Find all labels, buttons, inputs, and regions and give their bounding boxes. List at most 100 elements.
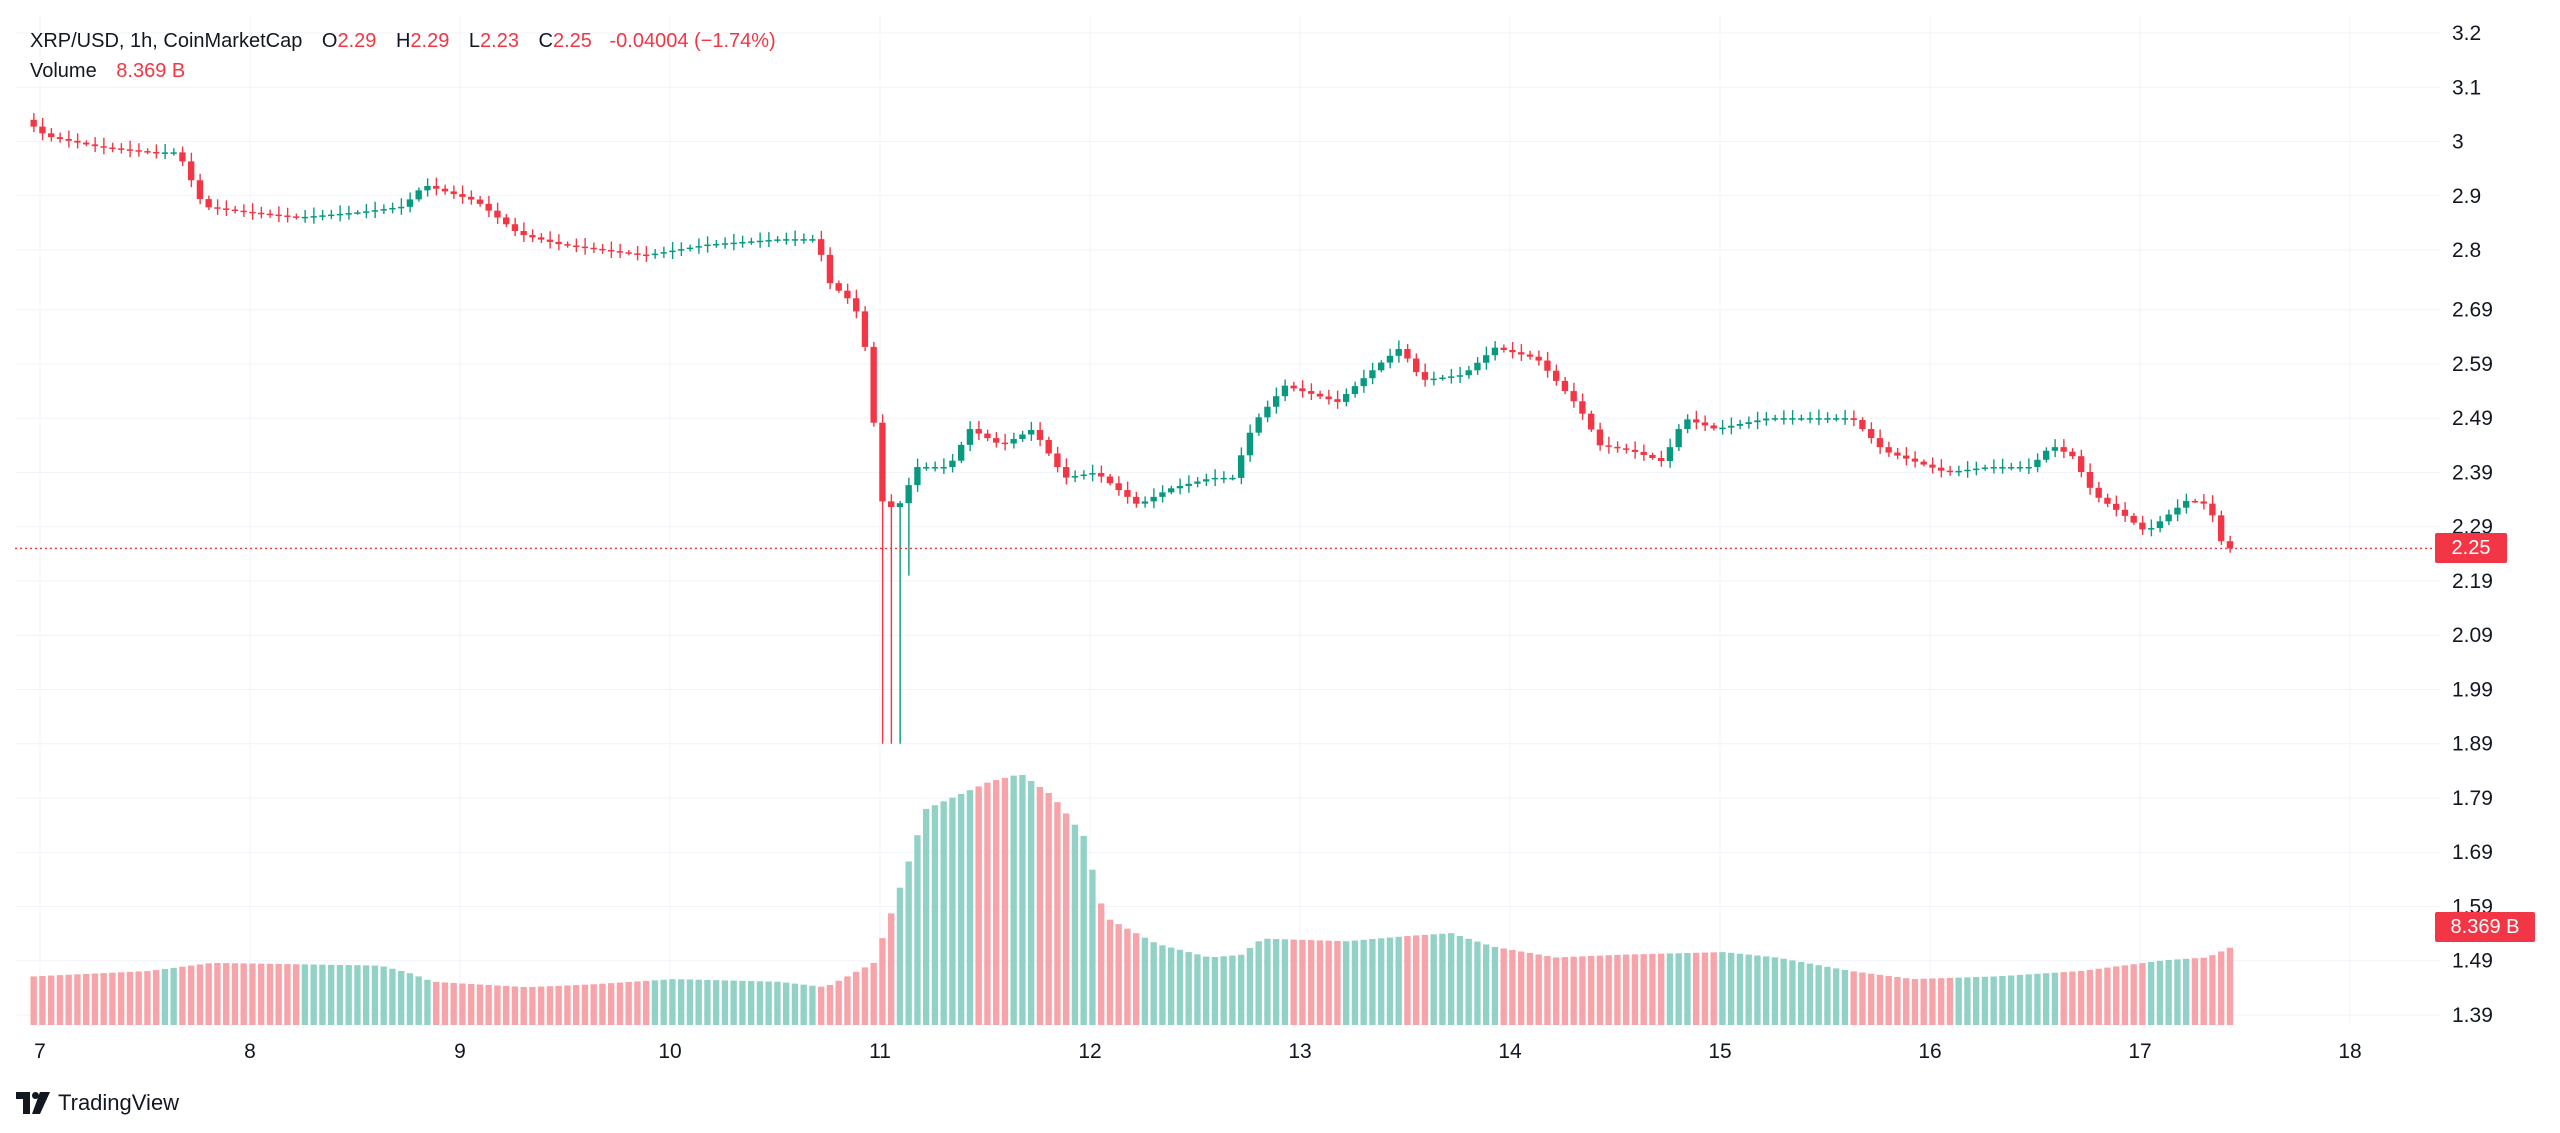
volume-bar bbox=[1710, 952, 1717, 1025]
candle-body bbox=[188, 161, 195, 181]
volume-bar bbox=[2121, 965, 2129, 1025]
candle-body bbox=[1833, 418, 1840, 420]
volume-bar bbox=[713, 980, 720, 1025]
candle-body bbox=[678, 249, 685, 251]
candle-body bbox=[1666, 447, 1674, 462]
x-tick-label: 18 bbox=[2338, 1040, 2361, 1063]
candle-body bbox=[1106, 476, 1114, 484]
y-tick-label: 3.1 bbox=[2452, 76, 2481, 99]
volume-bar bbox=[1378, 938, 1385, 1025]
volume-bar bbox=[494, 985, 501, 1025]
volume-bar bbox=[756, 981, 764, 1025]
candle-body bbox=[1894, 452, 1901, 456]
y-tick-label: 3.2 bbox=[2452, 22, 2481, 45]
candle-body bbox=[1859, 420, 1866, 430]
volume-bar bbox=[1028, 781, 1035, 1025]
volume-bar bbox=[2078, 970, 2085, 1025]
candle-body bbox=[861, 311, 869, 347]
volume-bar bbox=[1535, 954, 1542, 1025]
x-tick-label: 7 bbox=[34, 1040, 46, 1063]
volume-bar bbox=[1605, 955, 1612, 1025]
volume-bar bbox=[1780, 958, 1787, 1025]
candle-body bbox=[1360, 378, 1367, 387]
volume-bar bbox=[275, 963, 282, 1025]
candle-body bbox=[380, 209, 387, 211]
candle-body bbox=[1299, 388, 1306, 392]
volume-bar bbox=[853, 971, 860, 1025]
candle-body bbox=[240, 210, 247, 213]
x-tick-label: 12 bbox=[1078, 1040, 1101, 1063]
volume-bar bbox=[721, 980, 729, 1025]
candle-body bbox=[1491, 347, 1499, 356]
volume-bar bbox=[74, 974, 81, 1025]
volume-bar bbox=[476, 984, 484, 1025]
brand-name: TradingView bbox=[58, 1090, 180, 1115]
volume-bar bbox=[1509, 949, 1516, 1025]
candle-body bbox=[1483, 355, 1490, 363]
volume-bar bbox=[2095, 968, 2102, 1025]
candle-body bbox=[476, 199, 484, 204]
volume-bar bbox=[669, 979, 676, 1025]
candle-body bbox=[826, 254, 834, 284]
volume-bar bbox=[546, 986, 554, 1025]
volume-bar bbox=[459, 983, 466, 1025]
candle-body bbox=[914, 467, 921, 486]
candle-body bbox=[1701, 422, 1709, 426]
last-volume-tag: 8.369 B bbox=[2435, 912, 2535, 942]
volume-bar bbox=[1395, 936, 1402, 1025]
candle-body bbox=[424, 185, 431, 191]
volume-bar bbox=[1561, 957, 1569, 1025]
candle-body bbox=[905, 485, 912, 504]
volume-bar bbox=[923, 808, 930, 1025]
candle-body bbox=[2218, 515, 2225, 542]
volume-bar bbox=[1570, 956, 1577, 1025]
tradingview-logo[interactable]: TradingView bbox=[16, 1090, 179, 1116]
volume-bar bbox=[870, 962, 877, 1025]
volume-bar bbox=[1579, 956, 1586, 1025]
volume-bar bbox=[1299, 939, 1306, 1025]
candle-body bbox=[1518, 352, 1525, 355]
volume-bar bbox=[415, 976, 422, 1025]
volume-bar bbox=[835, 980, 842, 1025]
volume-bar bbox=[1413, 935, 1420, 1025]
volume-bar bbox=[818, 986, 825, 1025]
volume-bar bbox=[1465, 938, 1472, 1025]
volume-bar bbox=[214, 962, 221, 1025]
candle-body bbox=[1973, 468, 1980, 471]
volume-bar bbox=[485, 984, 492, 1025]
candle-body bbox=[1588, 413, 1595, 430]
volume-bar bbox=[380, 966, 387, 1025]
candle-body bbox=[1343, 394, 1350, 402]
volume-bar bbox=[1981, 976, 1989, 1025]
candle-body bbox=[1920, 461, 1927, 465]
candle-body bbox=[616, 251, 624, 253]
candle-body bbox=[1089, 473, 1096, 475]
candle-body bbox=[529, 235, 536, 238]
candle-body bbox=[1981, 467, 1989, 469]
volume-bar bbox=[65, 974, 72, 1025]
y-tick-label: 2.9 bbox=[2452, 185, 2481, 208]
volume-bar bbox=[135, 971, 142, 1025]
candle-body bbox=[1570, 391, 1577, 402]
candle-body bbox=[1229, 477, 1236, 480]
candle-body bbox=[223, 208, 230, 210]
candle-body bbox=[1990, 467, 1997, 469]
candle-body bbox=[1955, 470, 1962, 473]
candle-body bbox=[284, 215, 291, 217]
candle-body bbox=[135, 150, 142, 152]
candle-body bbox=[783, 239, 790, 241]
candle-body bbox=[818, 239, 825, 255]
candle-body bbox=[345, 213, 352, 215]
candle-body bbox=[1255, 417, 1262, 433]
volume-bar bbox=[284, 964, 291, 1025]
volume-bar bbox=[1474, 941, 1481, 1025]
y-tick-label: 2.19 bbox=[2452, 570, 2493, 593]
volume-bar bbox=[809, 985, 816, 1025]
candle-body bbox=[1028, 429, 1035, 435]
volume-bar bbox=[118, 972, 125, 1025]
candle-body bbox=[1238, 455, 1245, 478]
volume-bar bbox=[1456, 935, 1464, 1025]
y-tick-label: 1.79 bbox=[2452, 787, 2493, 810]
volume-bar bbox=[1229, 955, 1236, 1025]
candle-body bbox=[555, 241, 562, 245]
